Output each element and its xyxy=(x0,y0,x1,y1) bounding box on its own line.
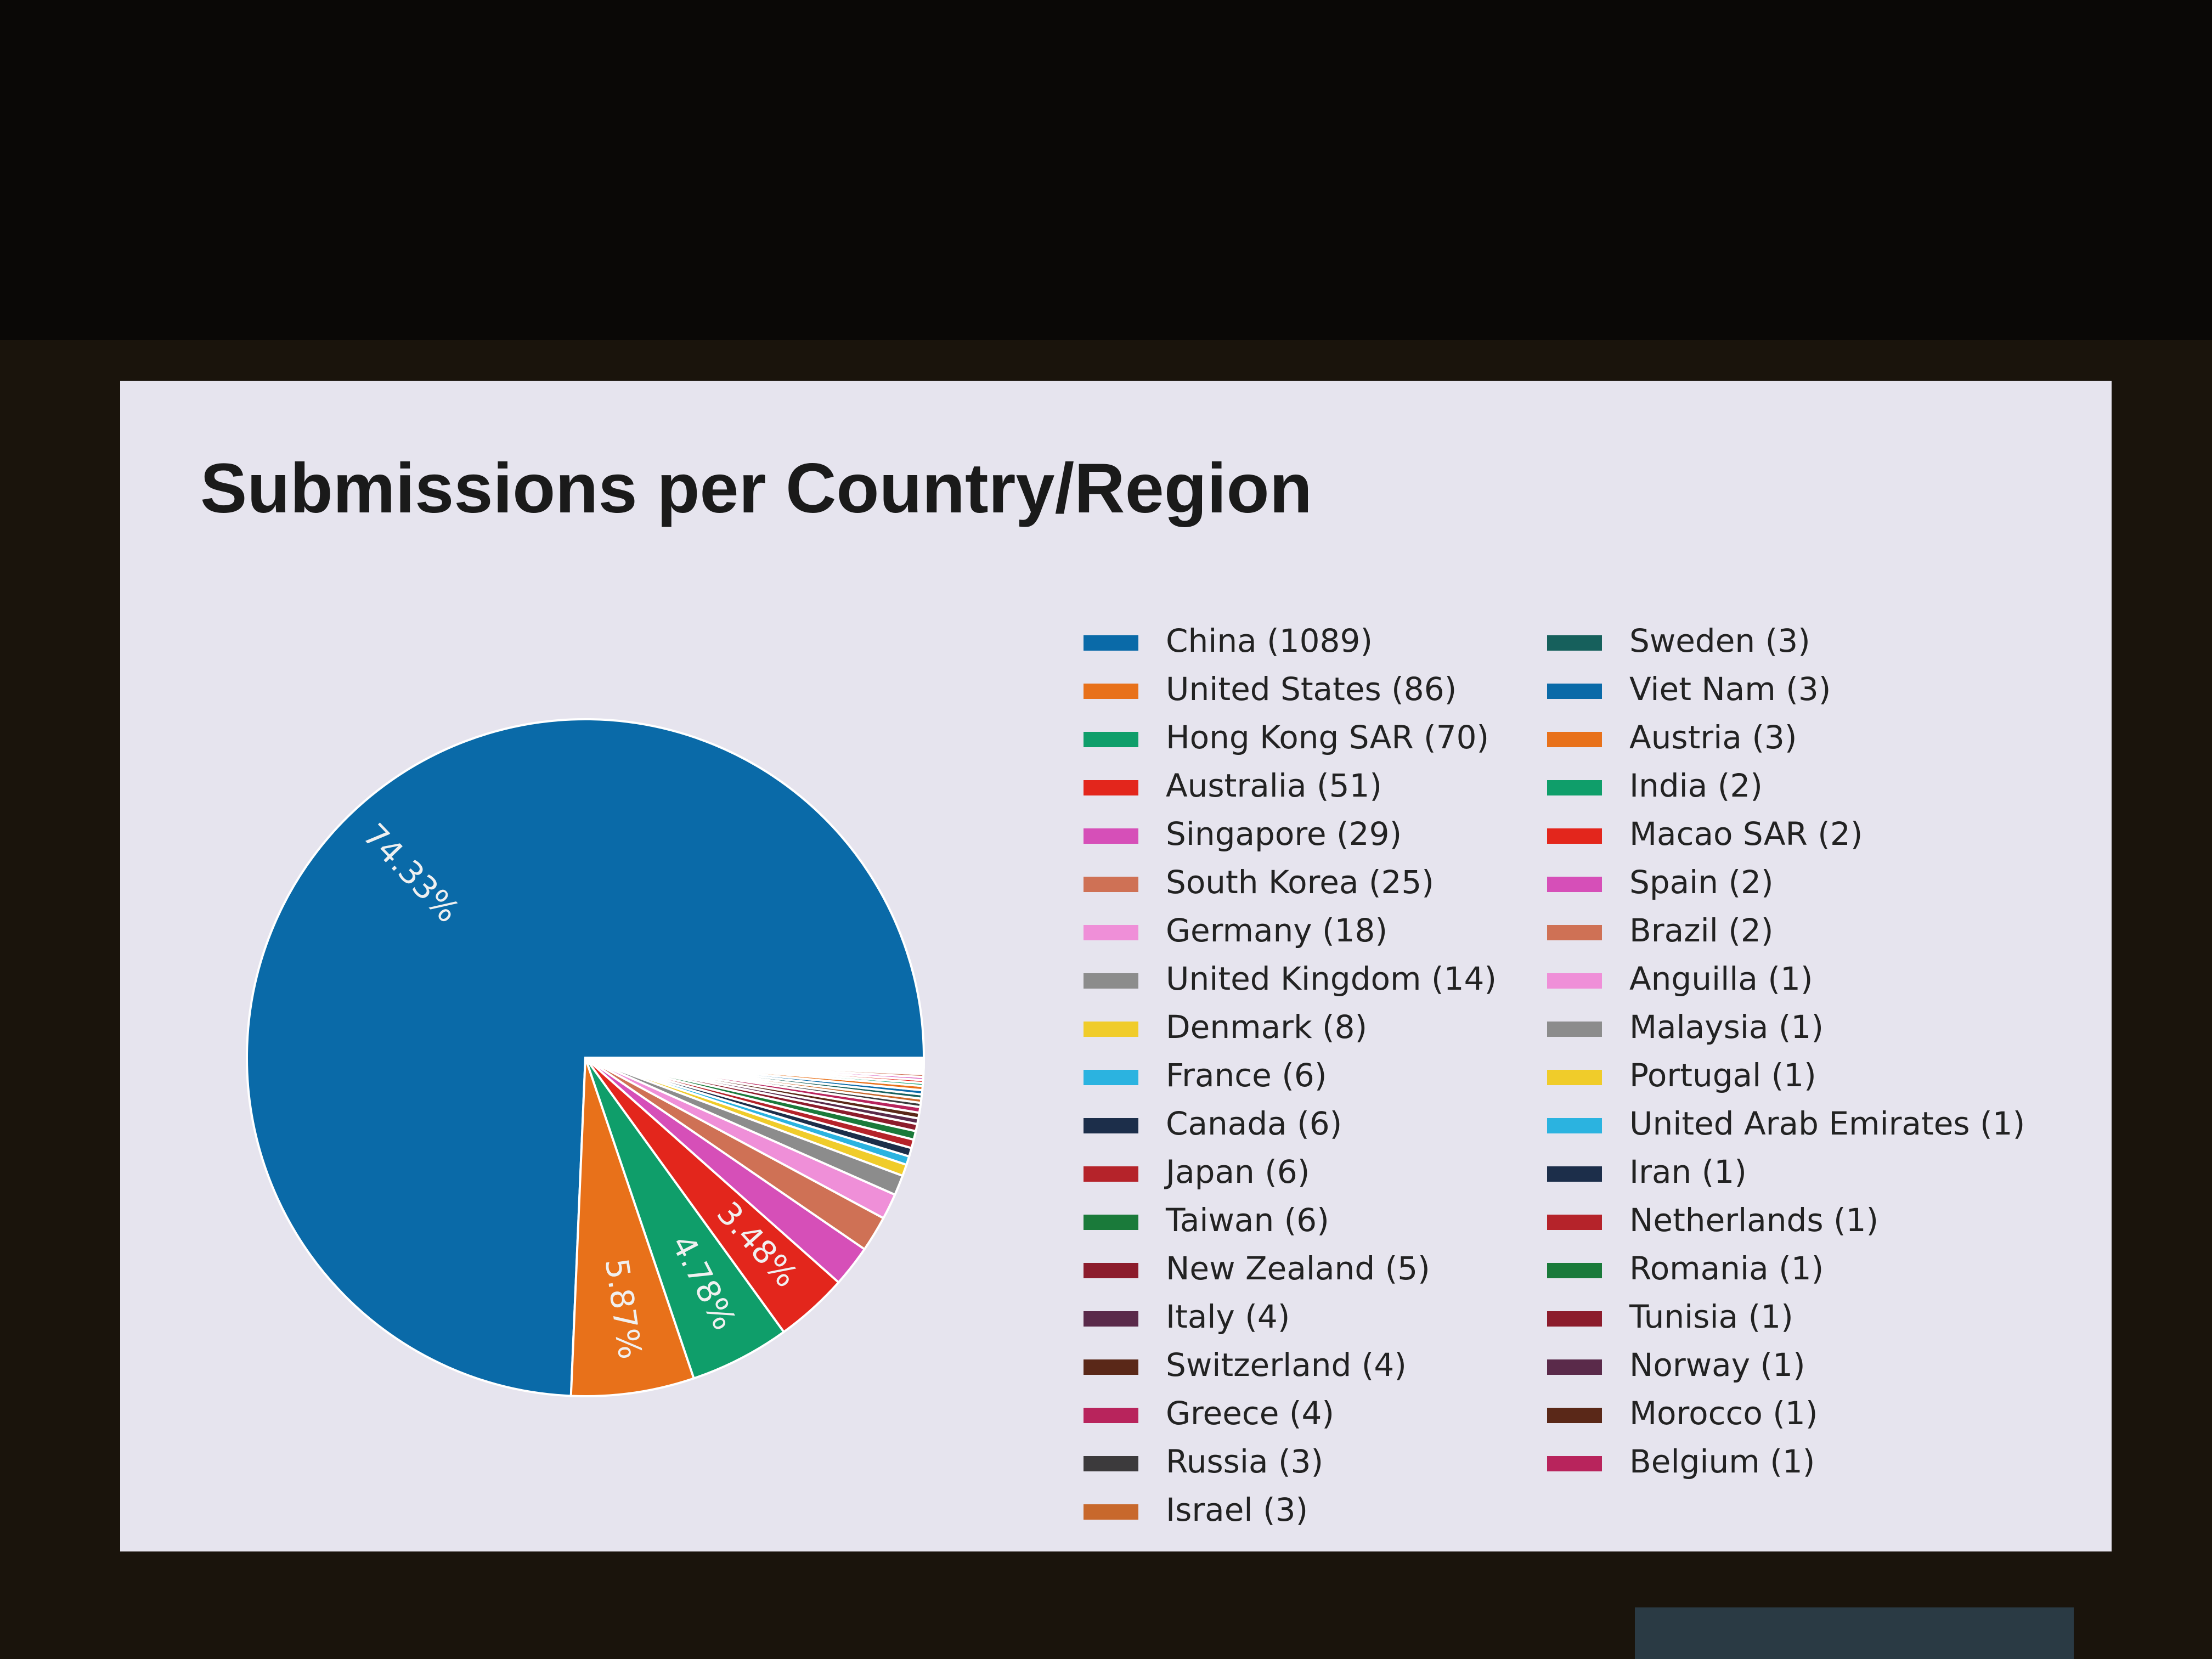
legend-label: Tunisia (1) xyxy=(1629,1298,1793,1335)
legend-label: Italy (4) xyxy=(1166,1298,1290,1335)
legend-swatch xyxy=(1547,973,1602,989)
legend-label: South Korea (25) xyxy=(1166,864,1434,901)
legend-label: Japan (6) xyxy=(1164,1153,1310,1190)
legend-label: Russia (3) xyxy=(1166,1443,1323,1480)
legend-label: Belgium (1) xyxy=(1629,1443,1815,1480)
legend-swatch xyxy=(1547,780,1602,795)
chart-title: Submissions per Country/Region xyxy=(200,449,1312,528)
legend-swatch xyxy=(1547,1263,1602,1278)
legend-label: Spain (2) xyxy=(1629,864,1774,901)
legend-swatch xyxy=(1084,1311,1138,1327)
legend-label: Viet Nam (3) xyxy=(1629,670,1831,708)
pie-wedge xyxy=(585,1057,926,1060)
legend-label: Austria (3) xyxy=(1629,719,1797,756)
legend-swatch xyxy=(1084,1504,1138,1520)
legend-swatch xyxy=(1084,684,1138,699)
legend-swatch xyxy=(1547,684,1602,699)
legend-swatch xyxy=(1547,635,1602,651)
legend-label: United States (86) xyxy=(1166,670,1457,708)
legend-swatch xyxy=(1547,1166,1602,1182)
legend-label: Canada (6) xyxy=(1166,1105,1342,1142)
legend-swatch xyxy=(1084,1022,1138,1037)
legend-swatch xyxy=(1084,1166,1138,1182)
legend-swatch xyxy=(1084,1359,1138,1375)
legend-swatch xyxy=(1084,1070,1138,1085)
legend-swatch xyxy=(1547,1118,1602,1133)
legend-label: Brazil (2) xyxy=(1629,912,1773,949)
legend-label: India (2) xyxy=(1629,767,1763,804)
lectern xyxy=(1635,1607,2074,1659)
legend-label: Switzerland (4) xyxy=(1166,1346,1407,1384)
legend-swatch xyxy=(1547,1359,1602,1375)
pie-chart: 74.33%5.87% 4.78%3.48%China (1089)United … xyxy=(246,622,2025,1528)
legend-label: Macao SAR (2) xyxy=(1629,815,1863,853)
legend-swatch xyxy=(1547,925,1602,940)
legend-label: Norway (1) xyxy=(1629,1346,1805,1384)
legend-swatch xyxy=(1084,925,1138,940)
legend-label: Netherlands (1) xyxy=(1629,1201,1878,1239)
legend-swatch xyxy=(1547,732,1602,747)
legend-swatch xyxy=(1084,1215,1138,1230)
legend-swatch xyxy=(1547,1456,1602,1471)
legend-swatch xyxy=(1084,1118,1138,1133)
legend-swatch xyxy=(1084,877,1138,892)
legend-label: Singapore (29) xyxy=(1166,815,1402,853)
pie-wedge xyxy=(584,1057,786,1380)
legend-swatch xyxy=(1547,877,1602,892)
legend-label: Taiwan (6) xyxy=(1165,1201,1329,1239)
legend-label: China (1089) xyxy=(1166,622,1373,659)
legend-swatch xyxy=(1084,635,1138,651)
legend-label: Australia (51) xyxy=(1166,767,1382,804)
legend-label: Hong Kong SAR (70) xyxy=(1166,719,1489,756)
legend-swatch xyxy=(1084,780,1138,795)
legend-swatch xyxy=(1547,828,1602,844)
legend-label: Romania (1) xyxy=(1629,1250,1824,1287)
legend-label: Portugal (1) xyxy=(1629,1057,1816,1094)
legend-label: United Arab Emirates (1) xyxy=(1629,1105,2025,1142)
legend-label: Israel (3) xyxy=(1166,1491,1308,1528)
legend-swatch xyxy=(1547,1311,1602,1327)
legend-label: Sweden (3) xyxy=(1629,622,1810,659)
pie-wedge xyxy=(569,1057,696,1397)
legend-swatch xyxy=(1547,1070,1602,1085)
legend-swatch xyxy=(1547,1022,1602,1037)
legend-label: Morocco (1) xyxy=(1629,1395,1818,1432)
legend-label: Germany (18) xyxy=(1166,912,1387,949)
legend-label: France (6) xyxy=(1166,1057,1327,1094)
legend-swatch xyxy=(1547,1408,1602,1423)
legend-swatch xyxy=(1084,1456,1138,1471)
legend-label: Malaysia (1) xyxy=(1629,1008,1824,1046)
legend-swatch xyxy=(1084,1263,1138,1278)
legend-label: United Kingdom (14) xyxy=(1166,960,1497,997)
legend-swatch xyxy=(1084,732,1138,747)
legend-label: Denmark (8) xyxy=(1166,1008,1367,1046)
legend-swatch xyxy=(1084,973,1138,989)
legend-label: New Zealand (5) xyxy=(1166,1250,1430,1287)
legend-label: Greece (4) xyxy=(1166,1395,1334,1432)
legend-label: Anguilla (1) xyxy=(1629,960,1813,997)
legend-swatch xyxy=(1547,1215,1602,1230)
legend-swatch xyxy=(1084,828,1138,844)
legend-swatch xyxy=(1084,1408,1138,1423)
legend-label: Iran (1) xyxy=(1629,1153,1747,1190)
